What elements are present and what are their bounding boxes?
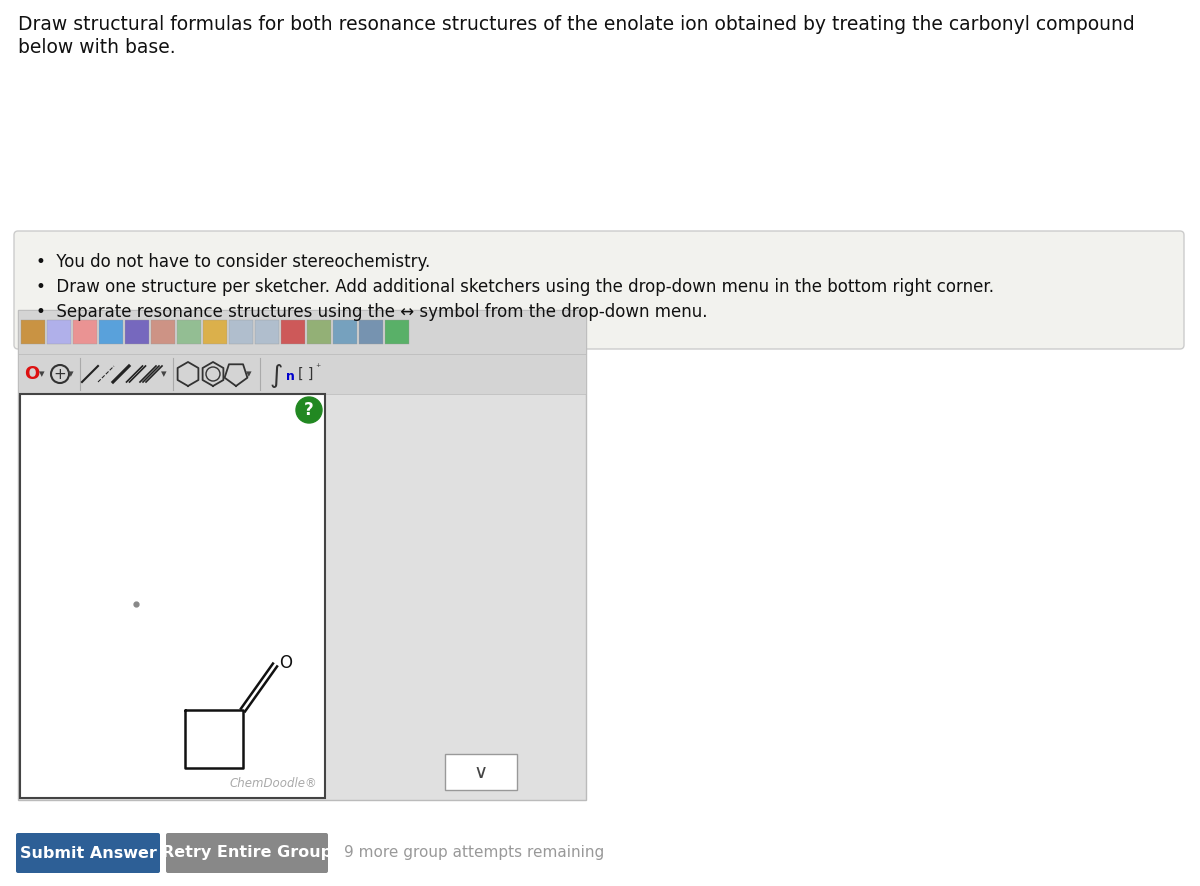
Bar <box>178 320 202 344</box>
Text: ▾: ▾ <box>40 369 44 379</box>
Text: ▾: ▾ <box>246 369 252 379</box>
Bar <box>125 320 149 344</box>
Text: 9 more group attempts remaining: 9 more group attempts remaining <box>344 845 605 860</box>
Bar <box>445 754 517 790</box>
Text: ∨: ∨ <box>474 763 488 781</box>
Text: O: O <box>278 654 292 672</box>
Text: •  You do not have to consider stereochemistry.: • You do not have to consider stereochem… <box>36 253 431 271</box>
Bar <box>307 320 331 344</box>
Bar <box>151 320 175 344</box>
Text: below with base.: below with base. <box>18 38 175 57</box>
Circle shape <box>296 397 322 423</box>
Bar <box>73 320 97 344</box>
FancyBboxPatch shape <box>14 231 1184 349</box>
Bar <box>281 320 305 344</box>
Text: Submit Answer: Submit Answer <box>19 845 156 860</box>
Text: Retry Entire Group: Retry Entire Group <box>162 845 332 860</box>
Text: ChemDoodle®: ChemDoodle® <box>229 777 317 790</box>
Bar <box>334 320 358 344</box>
Bar <box>98 320 124 344</box>
Text: O: O <box>24 365 40 383</box>
Text: Draw structural formulas for both resonance structures of the enolate ion obtain: Draw structural formulas for both resona… <box>18 15 1135 34</box>
Bar <box>18 310 586 354</box>
Bar <box>20 394 325 798</box>
Text: +: + <box>54 367 66 382</box>
Text: ▾: ▾ <box>68 369 74 379</box>
Text: ▾: ▾ <box>161 369 167 379</box>
Bar <box>18 354 586 394</box>
Text: ?: ? <box>304 401 314 419</box>
FancyBboxPatch shape <box>166 833 328 873</box>
Bar <box>256 320 278 344</box>
Bar <box>22 320 46 344</box>
Bar <box>203 320 227 344</box>
Bar <box>359 320 383 344</box>
Text: •  Separate resonance structures using the ↔ symbol from the drop-down menu.: • Separate resonance structures using th… <box>36 303 708 321</box>
Bar <box>229 320 253 344</box>
Bar <box>47 320 71 344</box>
Bar <box>385 320 409 344</box>
Text: n: n <box>286 369 295 383</box>
FancyBboxPatch shape <box>16 833 160 873</box>
Text: •  Draw one structure per sketcher. Add additional sketchers using the drop-down: • Draw one structure per sketcher. Add a… <box>36 278 994 296</box>
Text: [ ]: [ ] <box>299 367 313 381</box>
Text: $\int$: $\int$ <box>269 362 283 390</box>
Bar <box>18 310 586 800</box>
Text: ⁺: ⁺ <box>316 363 320 373</box>
